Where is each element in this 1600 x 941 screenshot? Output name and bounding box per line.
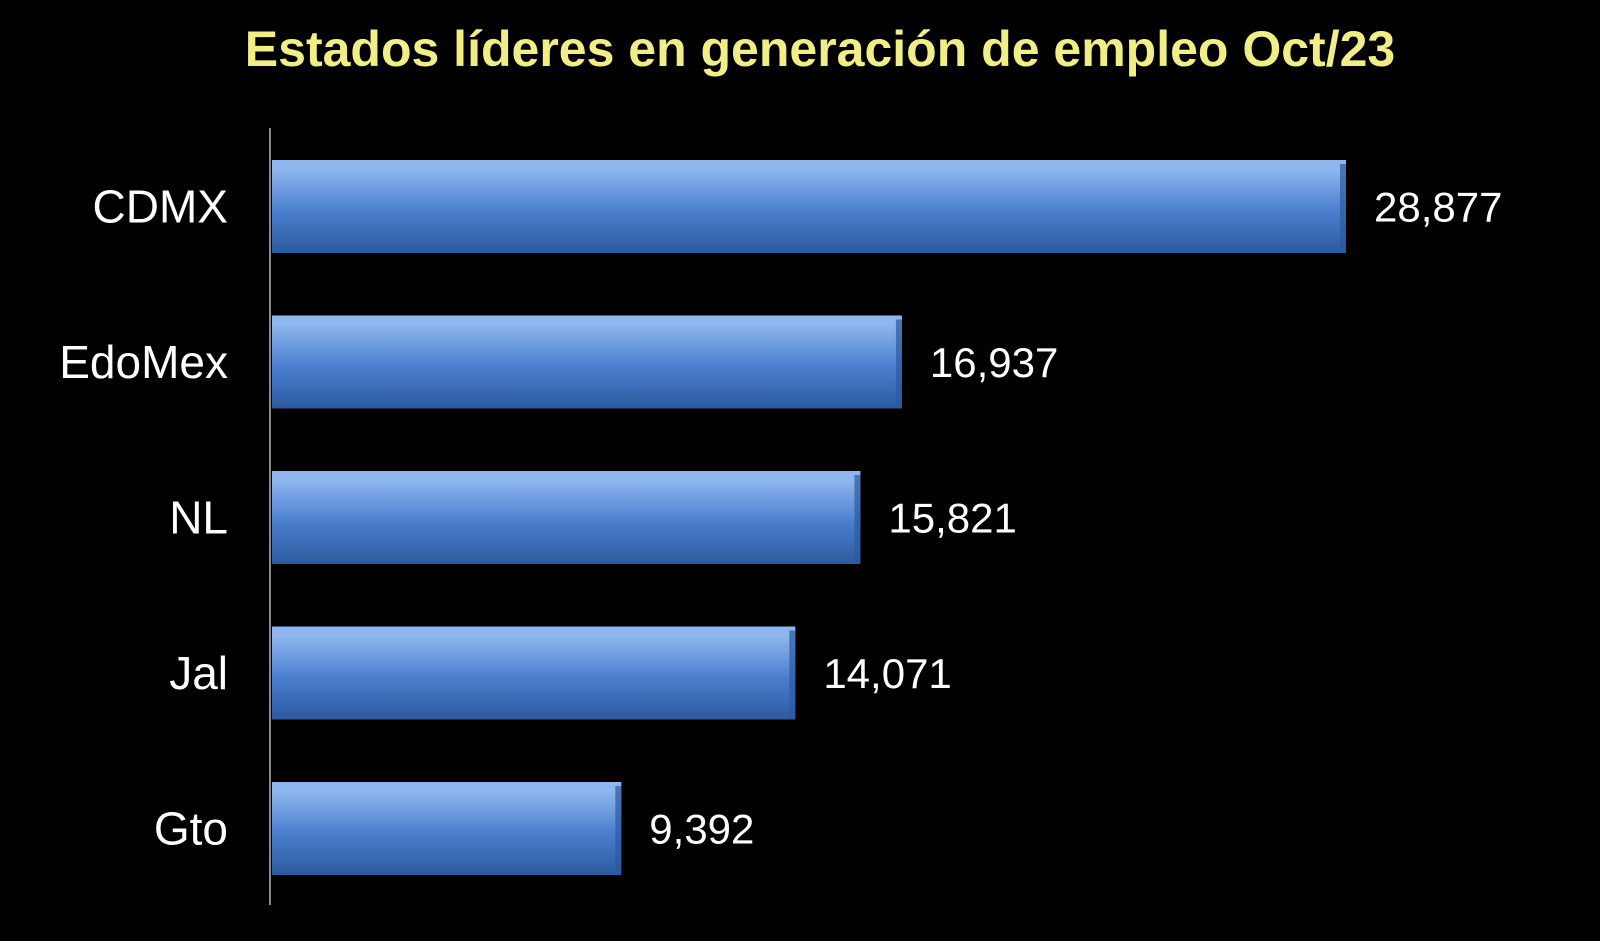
value-label: 9,392 bbox=[649, 806, 754, 853]
value-label: 14,071 bbox=[823, 650, 951, 697]
bar-edge-nl bbox=[854, 475, 861, 562]
bars-group: CDMX 28,877 EdoMex 16,937 NL 15,821 Jal 14,071 G… bbox=[59, 160, 1502, 875]
value-label: 28,877 bbox=[1374, 184, 1502, 231]
chart-title: Estados líderes en generación de empleo … bbox=[245, 21, 1395, 77]
bar-edge-edomex bbox=[895, 319, 902, 407]
bar-edomex bbox=[272, 315, 902, 409]
bar-gto bbox=[272, 782, 622, 875]
bar-edge-cdmx bbox=[1340, 164, 1346, 251]
bar-jal bbox=[272, 626, 796, 720]
bar-cdmx bbox=[272, 160, 1346, 253]
value-label: 15,821 bbox=[888, 495, 1016, 542]
bar-nl bbox=[272, 471, 861, 564]
category-label: CDMX bbox=[93, 181, 228, 233]
category-label: EdoMex bbox=[59, 336, 228, 388]
bar-edge-jal bbox=[789, 630, 796, 718]
bar-edge-gto bbox=[615, 786, 622, 873]
category-label: Jal bbox=[169, 647, 228, 699]
value-label: 16,937 bbox=[930, 339, 1058, 386]
category-label: Gto bbox=[154, 803, 228, 855]
category-label: NL bbox=[169, 492, 228, 544]
